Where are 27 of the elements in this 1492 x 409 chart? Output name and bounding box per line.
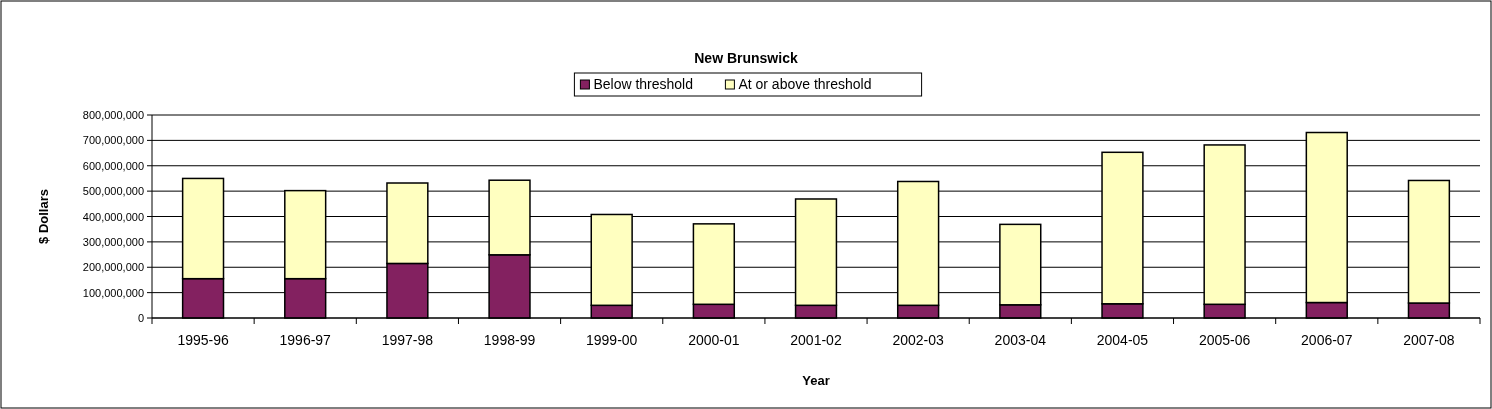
x-tick-label: 2006-07	[1301, 332, 1353, 348]
y-tick-label: 100,000,000	[82, 286, 144, 299]
y-tick-label: 0	[137, 312, 144, 324]
x-axis-title: Year	[802, 373, 830, 388]
x-tick-label: 1998-99	[483, 332, 536, 348]
x-tick-label: 2005-06	[1198, 332, 1251, 348]
x-tick-label: 2003-04	[994, 332, 1047, 348]
x-tick-label: 2002-03	[892, 332, 945, 348]
y-axis-title: $ Dollars	[36, 189, 51, 244]
x-tick-label: 2004-05	[1096, 332, 1149, 348]
y-tick-label: 600,000,000	[82, 159, 144, 172]
x-tick-label: 1999-00	[586, 332, 638, 348]
x-tick-label: 2007-08	[1403, 332, 1455, 348]
x-tick-label: 2000-01	[688, 332, 740, 348]
legend-label: Below threshold	[593, 76, 694, 92]
chart-title: New Brunswick	[694, 50, 798, 66]
x-tick-label: 1995-96	[177, 332, 229, 348]
legend-label: At or above threshold	[738, 76, 872, 92]
x-tick-label: 1997-98	[381, 332, 434, 348]
x-tick-label: 1996-97	[279, 332, 332, 348]
x-tick-label: 2001-02	[790, 332, 842, 348]
y-tick-label: 400,000,000	[82, 210, 144, 223]
y-tick-label: 300,000,000	[82, 235, 144, 248]
y-tick-label: 200,000,000	[82, 261, 144, 274]
y-tick-label: 500,000,000	[82, 185, 144, 198]
y-tick-label: 800,000,000	[82, 109, 144, 121]
y-tick-label: 700,000,000	[82, 134, 144, 147]
